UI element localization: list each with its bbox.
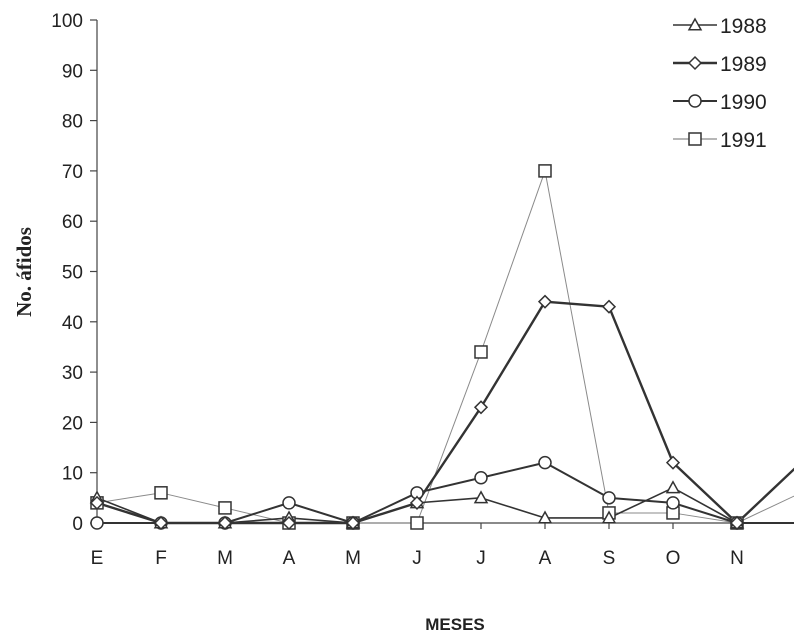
x-tick-label: J xyxy=(412,548,422,569)
data-point-1990 xyxy=(538,455,552,470)
x-tick-label: A xyxy=(539,548,552,569)
data-point-1988 xyxy=(537,510,553,524)
y-tick-label: 40 xyxy=(62,313,83,334)
legend-label-1989: 1989 xyxy=(720,53,767,76)
data-point-1989 xyxy=(473,400,489,415)
data-point-1990 xyxy=(282,496,296,510)
legend-marker-1988 xyxy=(687,17,703,31)
data-point-1989 xyxy=(537,294,553,309)
y-axis-title: No. áfidos xyxy=(12,227,36,317)
data-point-1989 xyxy=(217,515,233,531)
data-point-1990 xyxy=(474,470,488,485)
x-tick-label: O xyxy=(666,548,681,569)
legend-marker-1991 xyxy=(688,132,702,146)
data-point-1990 xyxy=(602,491,616,505)
y-tick-label: 80 xyxy=(62,112,83,133)
data-point-1989 xyxy=(89,495,105,510)
data-point-1989 xyxy=(729,515,745,531)
x-tick-label: A xyxy=(283,548,296,569)
data-point-1989 xyxy=(345,515,361,531)
data-point-1991 xyxy=(410,516,424,530)
data-point-1991 xyxy=(474,345,488,359)
series-markers xyxy=(89,164,745,531)
y-tick-label: 60 xyxy=(62,212,83,233)
data-point-1991 xyxy=(154,486,168,500)
legend-marker-1989 xyxy=(687,55,703,71)
y-tick-label: 100 xyxy=(51,11,83,32)
y-tick-label: 30 xyxy=(62,363,83,384)
data-point-1990 xyxy=(90,516,104,530)
series-line-1989 xyxy=(96,300,794,525)
y-tick-label: 70 xyxy=(62,162,83,183)
data-point-1991 xyxy=(218,501,232,515)
data-point-1989 xyxy=(665,455,681,470)
x-ticks: EFMAMJJASOND xyxy=(91,523,744,569)
y-ticks: 0 10 20 30 40 50 60 70 80 90 100 xyxy=(51,11,97,535)
y-tick-label: 10 xyxy=(62,464,83,485)
x-tick-label: M xyxy=(217,548,233,569)
legend-label-1991: 1991 xyxy=(720,129,767,152)
data-point-1988 xyxy=(665,480,681,494)
data-point-1989 xyxy=(409,495,425,510)
x-tick-label: M xyxy=(345,548,361,569)
x-tick-label: J xyxy=(476,548,486,569)
data-point-1990 xyxy=(666,496,680,510)
series-line-1990 xyxy=(97,461,794,524)
data-point-1988 xyxy=(601,510,617,524)
y-tick-label: 20 xyxy=(62,413,83,434)
series-lines xyxy=(96,170,794,525)
legend-label-1990: 1990 xyxy=(720,91,767,114)
data-point-1991 xyxy=(538,164,552,178)
x-tick-label: N xyxy=(730,548,744,569)
y-tick-label: 90 xyxy=(62,61,83,82)
series-line-1991 xyxy=(96,170,794,524)
y-tick-label: 50 xyxy=(62,263,83,284)
data-point-1989 xyxy=(601,299,617,314)
x-axis-title: MESES xyxy=(425,615,485,634)
legend-marker-1990 xyxy=(688,94,702,108)
legend: 1988 1989 1990 1991 xyxy=(673,15,767,152)
x-tick-label: E xyxy=(91,548,104,569)
x-tick-label: F xyxy=(155,548,167,569)
series-line-1988 xyxy=(96,486,794,524)
data-point-1988 xyxy=(473,490,489,504)
data-point-1989 xyxy=(281,515,297,531)
data-point-1989 xyxy=(153,515,169,531)
legend-label-1988: 1988 xyxy=(720,15,767,38)
x-tick-label: S xyxy=(603,548,616,569)
y-tick-label: 0 xyxy=(72,514,83,535)
